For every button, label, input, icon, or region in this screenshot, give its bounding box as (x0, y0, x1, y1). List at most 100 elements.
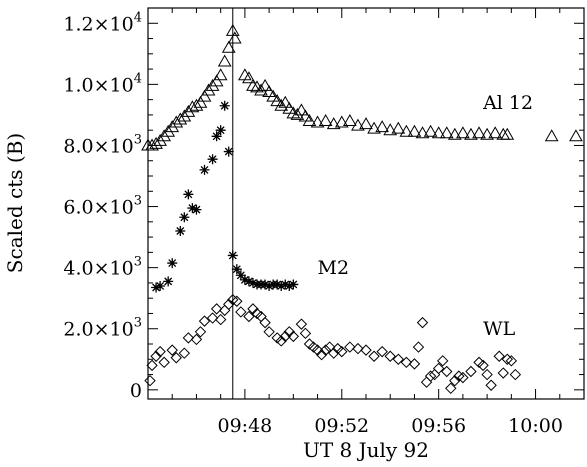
data-point-wl (287, 330, 300, 343)
data-point-m2 (231, 264, 242, 275)
data-point-al-12 (181, 104, 196, 117)
data-point-al-12 (173, 112, 188, 125)
data-point-wl (424, 370, 437, 382)
data-point-al-12 (161, 124, 176, 137)
data-point-wl (493, 350, 505, 362)
data-point-wl (279, 330, 291, 343)
data-point-wl (146, 359, 158, 372)
data-point-al-12 (447, 127, 462, 140)
data-point-al-12 (456, 126, 470, 139)
data-point-m2 (280, 279, 291, 290)
x-tick-label: 10:00 (508, 415, 563, 437)
data-point-al-12 (488, 126, 503, 139)
series-label: M2 (318, 257, 350, 279)
y-axis-title: Scaled cts (B) (3, 133, 27, 273)
data-point-m2 (191, 204, 202, 215)
data-point-al-12 (238, 68, 252, 81)
data-point-wl (344, 341, 356, 353)
data-point-wl (231, 295, 243, 307)
data-point-wl (198, 315, 211, 327)
data-point-al-12 (399, 124, 414, 137)
data-point-al-12 (423, 124, 438, 137)
data-point-al-12 (227, 31, 242, 44)
data-point-al-12 (290, 107, 305, 120)
data-point-wl (497, 367, 509, 379)
data-point-al-12 (439, 126, 454, 139)
x-axis-ticks: 09:48 09:52 09:56 10:00 (147, 8, 585, 437)
data-point-wl (299, 327, 312, 340)
data-point-wl (170, 352, 182, 364)
data-point-wl (509, 368, 522, 381)
data-point-al-12 (217, 54, 232, 67)
data-point-al-12 (318, 114, 333, 127)
data-point-al-12 (209, 74, 224, 87)
data-point-wl (275, 335, 287, 347)
data-point-al-12 (157, 129, 172, 142)
data-point-al-12 (500, 127, 515, 140)
data-point-al-12 (242, 71, 256, 84)
data-point-m2 (163, 276, 174, 287)
data-point-wl (227, 294, 239, 306)
y-tick-label: 4.0×103 (63, 255, 142, 280)
data-point-wl (368, 350, 380, 362)
data-point-al-12 (544, 129, 559, 142)
data-point-al-12 (262, 84, 276, 98)
data-point-m2 (155, 280, 166, 291)
data-point-wl (416, 316, 429, 329)
series-labels: Al 12 M2 WL (318, 92, 534, 340)
data-point-m2 (284, 280, 295, 291)
data-point-wl (392, 353, 405, 365)
data-point-al-12 (464, 127, 478, 140)
data-point-wl (235, 306, 247, 318)
data-point-al-12 (149, 136, 163, 149)
data-point-m2 (276, 280, 287, 291)
data-point-al-12 (213, 68, 228, 81)
data-point-m2 (264, 280, 275, 291)
data-point-wl (182, 332, 195, 344)
data-point-wl (166, 344, 178, 356)
data-point-wl (319, 344, 332, 356)
data-point-m2 (243, 276, 254, 287)
data-point-al-12 (221, 40, 236, 53)
x-tick-label: 09:48 (218, 415, 273, 437)
data-point-wl (445, 382, 457, 395)
x-tick-label: 09:52 (314, 415, 369, 437)
y-tick-label: 0 (130, 380, 142, 402)
data-point-al-12 (326, 117, 341, 130)
data-point-al-12 (205, 78, 220, 91)
data-point-al-12 (294, 103, 309, 116)
data-point-al-12 (415, 126, 430, 139)
y-tick-label: 1.0×104 (63, 71, 142, 96)
data-point-al-12 (153, 133, 167, 146)
y-tick-label: 8.0×103 (63, 132, 142, 157)
data-point-al-12 (246, 78, 260, 91)
data-point-wl (206, 312, 219, 324)
data-point-wl (194, 326, 207, 338)
data-point-al-12 (254, 83, 268, 96)
data-point-wl (243, 310, 255, 323)
data-point-wl (477, 359, 489, 372)
data-point-wl (481, 368, 493, 381)
data-point-m2 (235, 270, 246, 281)
data-point-wl (154, 345, 166, 358)
data-point-al-12 (197, 89, 212, 102)
data-point-al-12 (298, 109, 313, 122)
data-point-wl (214, 313, 227, 326)
data-point-m2 (183, 189, 194, 200)
data-point-al-12 (375, 120, 390, 133)
data-point-al-12 (282, 101, 297, 114)
data-point-wl (436, 355, 449, 367)
data-point-wl (453, 370, 465, 382)
data-point-al-12 (270, 94, 285, 107)
data-point-wl (412, 341, 425, 353)
data-point-al-12 (472, 126, 486, 139)
data-marks (141, 23, 583, 395)
data-point-al-12 (310, 115, 325, 128)
data-point-al-12 (189, 98, 204, 111)
data-point-wl (178, 347, 191, 359)
data-point-al-12 (569, 129, 583, 142)
data-point-m2 (175, 225, 186, 236)
data-point-al-12 (359, 117, 373, 130)
data-point-al-12 (169, 115, 184, 128)
